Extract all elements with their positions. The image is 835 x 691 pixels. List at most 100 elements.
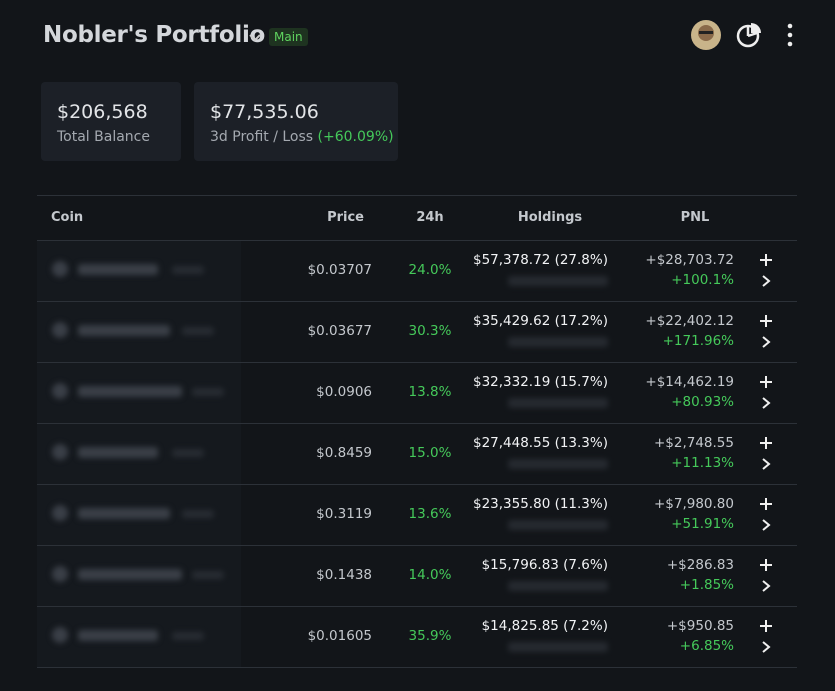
open-details[interactable] (759, 640, 773, 654)
coin-name[interactable] (78, 508, 170, 519)
change-24h: 14.0% (408, 567, 452, 583)
card-label-text: 3d Profit / Loss (210, 129, 314, 145)
column-header[interactable]: PNL (680, 210, 710, 225)
pnl-value: +$14,462.19 (645, 374, 734, 390)
coin-symbol (172, 632, 204, 640)
change-24h: 24.0% (408, 262, 452, 278)
holdings-amount (508, 459, 608, 469)
coin-name[interactable] (78, 569, 182, 580)
coin-name[interactable] (78, 447, 158, 458)
holdings-value: $23,355.80 (11.3%) (472, 496, 608, 512)
coin-name[interactable] (78, 325, 170, 336)
add-transaction[interactable] (759, 497, 773, 511)
pnl-value: +$7,980.80 (653, 496, 734, 512)
coin-symbol (182, 327, 214, 335)
holdings-value: $57,378.72 (27.8%) (472, 252, 608, 268)
coin-name[interactable] (78, 630, 158, 641)
add-transaction[interactable] (759, 436, 773, 450)
column-header[interactable]: Coin (51, 210, 84, 225)
open-details[interactable] (759, 457, 773, 471)
card-value: $206,568 (57, 101, 148, 123)
price: $0.8459 (316, 445, 372, 461)
coin-icon (52, 627, 68, 643)
coin-name[interactable] (78, 264, 158, 275)
portfolio-title[interactable]: Nobler's Portfolio (43, 22, 266, 48)
card-change: (+60.09%) (317, 129, 394, 145)
more-menu[interactable] (780, 22, 800, 48)
coin-symbol (182, 510, 214, 518)
price: $0.01605 (307, 628, 372, 644)
coin-symbol (192, 571, 224, 579)
divider (37, 301, 797, 302)
holdings-value: $27,448.55 (13.3%) (472, 435, 608, 451)
divider (37, 667, 797, 668)
balance-card: $206,568 Total Balance (41, 82, 181, 161)
pnl-percent: +6.85% (679, 638, 734, 654)
holdings-amount (508, 398, 608, 408)
pnl-percent: +51.91% (671, 516, 734, 532)
holdings-amount (508, 337, 608, 347)
change-24h: 35.9% (408, 628, 452, 644)
column-header[interactable]: Price (327, 210, 364, 225)
price: $0.1438 (316, 567, 372, 583)
column-header[interactable]: Holdings (517, 210, 583, 225)
divider (37, 362, 797, 363)
pnl-percent: +1.85% (679, 577, 734, 593)
coin-icon (52, 383, 68, 399)
open-details[interactable] (759, 518, 773, 532)
change-24h: 13.6% (408, 506, 452, 522)
price: $0.03707 (307, 262, 372, 278)
pnl-percent: +11.13% (671, 455, 734, 471)
card-label: 3d Profit / Loss (+60.09%) (210, 129, 394, 145)
dropdown-caret[interactable] (248, 32, 262, 44)
open-details[interactable] (759, 579, 773, 593)
coin-symbol (172, 266, 204, 274)
holdings-amount (508, 581, 608, 591)
profit-card: $77,535.06 3d Profit / Loss (+60.09%) (194, 82, 398, 161)
add-transaction[interactable] (759, 619, 773, 633)
coin-icon (52, 505, 68, 521)
coin-icon (52, 261, 68, 277)
open-details[interactable] (759, 274, 773, 288)
coin-icon (52, 322, 68, 338)
open-details[interactable] (759, 335, 773, 349)
holdings-amount (508, 276, 608, 286)
divider (37, 195, 797, 196)
divider (37, 423, 797, 424)
card-label: Total Balance (57, 129, 150, 145)
divider (37, 240, 797, 241)
holdings-amount (508, 520, 608, 530)
coin-symbol (172, 449, 204, 457)
pnl-value: +$950.85 (666, 618, 734, 634)
change-24h: 15.0% (408, 445, 452, 461)
holdings-value: $35,429.62 (17.2%) (472, 313, 608, 329)
card-value: $77,535.06 (210, 101, 319, 123)
price: $0.0906 (316, 384, 372, 400)
pnl-percent: +100.1% (671, 272, 734, 288)
add-transaction[interactable] (759, 375, 773, 389)
holdings-value: $15,796.83 (7.6%) (481, 557, 608, 573)
divider (37, 545, 797, 546)
pnl-percent: +80.93% (671, 394, 734, 410)
add-transaction[interactable] (759, 558, 773, 572)
coin-icon (52, 444, 68, 460)
change-24h: 30.3% (408, 323, 452, 339)
column-header[interactable]: 24h (416, 210, 444, 225)
coin-symbol (192, 388, 224, 396)
add-transaction[interactable] (759, 314, 773, 328)
add-transaction[interactable] (759, 253, 773, 267)
open-details[interactable] (759, 396, 773, 410)
pnl-value: +$28,703.72 (645, 252, 734, 268)
divider (37, 484, 797, 485)
pnl-value: +$2,748.55 (653, 435, 734, 451)
pnl-value: +$286.83 (666, 557, 734, 573)
coin-name[interactable] (78, 386, 182, 397)
holdings-value: $32,332.19 (15.7%) (472, 374, 608, 390)
allocation-chart-button[interactable] (735, 21, 763, 49)
price: $0.03677 (307, 323, 372, 339)
avatar[interactable] (690, 19, 722, 51)
pnl-value: +$22,402.12 (645, 313, 734, 329)
portfolio-badge: Main (269, 28, 308, 46)
price: $0.3119 (316, 506, 372, 522)
